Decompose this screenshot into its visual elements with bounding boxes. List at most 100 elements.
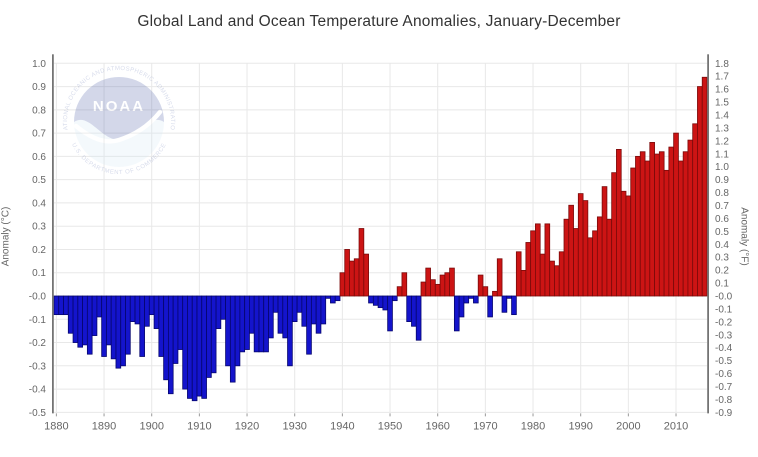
bar-1884[interactable] bbox=[72, 295, 79, 343]
bar-1912[interactable] bbox=[206, 295, 212, 378]
bar-1894[interactable] bbox=[120, 295, 126, 367]
bar-1946[interactable] bbox=[368, 295, 374, 304]
bar-1890[interactable] bbox=[101, 295, 107, 357]
bar-1914[interactable] bbox=[215, 295, 222, 329]
bar-1974[interactable] bbox=[501, 295, 508, 313]
bar-1881[interactable] bbox=[58, 295, 64, 316]
bar-1958[interactable] bbox=[425, 267, 431, 297]
bar-1896[interactable] bbox=[129, 295, 136, 323]
bar-2011[interactable] bbox=[678, 160, 684, 297]
bar-1926[interactable] bbox=[272, 295, 279, 313]
bar-1972[interactable] bbox=[492, 290, 498, 297]
bar-1971[interactable] bbox=[487, 295, 493, 318]
bar-1904[interactable] bbox=[167, 295, 174, 395]
bar-1964[interactable] bbox=[453, 295, 460, 332]
bar-1923[interactable] bbox=[258, 295, 265, 353]
bar-1960[interactable] bbox=[434, 283, 441, 297]
bar-1959[interactable] bbox=[430, 279, 436, 297]
bar-1909[interactable] bbox=[191, 295, 198, 402]
bar-1939[interactable] bbox=[334, 295, 341, 302]
bar-1966[interactable] bbox=[463, 295, 470, 304]
bar-1943[interactable] bbox=[353, 258, 360, 297]
bar-1976[interactable] bbox=[511, 295, 517, 316]
bar-1979[interactable] bbox=[525, 242, 532, 297]
bar-2005[interactable] bbox=[649, 142, 655, 297]
bar-1935[interactable] bbox=[315, 295, 322, 334]
bar-2000[interactable] bbox=[625, 195, 632, 297]
bar-1927[interactable] bbox=[277, 295, 284, 334]
bar-1891[interactable] bbox=[106, 295, 112, 346]
bar-1882[interactable] bbox=[63, 295, 69, 316]
bar-1907[interactable] bbox=[182, 295, 188, 390]
bar-1920[interactable] bbox=[244, 295, 250, 350]
bar-1928[interactable] bbox=[282, 295, 288, 339]
bar-1889[interactable] bbox=[96, 295, 103, 318]
bar-1934[interactable] bbox=[310, 295, 317, 325]
bar-1994[interactable] bbox=[596, 216, 603, 297]
bar-1978[interactable] bbox=[520, 269, 527, 297]
bar-1942[interactable] bbox=[349, 260, 355, 297]
bar-1883[interactable] bbox=[67, 295, 74, 334]
bar-1887[interactable] bbox=[86, 295, 93, 355]
bar-1937[interactable] bbox=[325, 295, 331, 299]
bar-1893[interactable] bbox=[115, 295, 122, 369]
bar-1938[interactable] bbox=[330, 295, 336, 304]
bar-1993[interactable] bbox=[592, 230, 598, 297]
bar-1948[interactable] bbox=[377, 295, 384, 309]
bar-1985[interactable] bbox=[554, 265, 560, 297]
bar-1911[interactable] bbox=[201, 295, 207, 399]
bar-1936[interactable] bbox=[320, 295, 327, 325]
bar-2015[interactable] bbox=[697, 86, 703, 297]
bar-1899[interactable] bbox=[144, 295, 150, 327]
bar-1951[interactable] bbox=[392, 295, 398, 302]
bar-1886[interactable] bbox=[82, 295, 88, 346]
bar-2012[interactable] bbox=[682, 151, 689, 297]
bar-1941[interactable] bbox=[344, 249, 350, 297]
bar-1970[interactable] bbox=[482, 286, 489, 297]
bar-1921[interactable] bbox=[249, 295, 255, 334]
bar-1977[interactable] bbox=[515, 251, 522, 297]
bar-1949[interactable] bbox=[382, 295, 389, 311]
bar-1932[interactable] bbox=[301, 295, 308, 327]
bar-1998[interactable] bbox=[616, 148, 622, 297]
bar-2009[interactable] bbox=[668, 146, 675, 297]
bar-1980[interactable] bbox=[530, 230, 536, 297]
bar-1917[interactable] bbox=[229, 295, 236, 383]
bar-1888[interactable] bbox=[91, 295, 98, 336]
bar-2004[interactable] bbox=[644, 160, 651, 297]
bar-1919[interactable] bbox=[239, 295, 246, 353]
bar-1910[interactable] bbox=[196, 295, 203, 397]
bar-1908[interactable] bbox=[187, 295, 193, 399]
bar-1918[interactable] bbox=[234, 295, 241, 367]
bar-1924[interactable] bbox=[263, 295, 269, 353]
bar-1991[interactable] bbox=[582, 200, 589, 297]
bar-1992[interactable] bbox=[587, 237, 594, 297]
bar-2007[interactable] bbox=[658, 151, 665, 297]
bar-1973[interactable] bbox=[496, 258, 503, 297]
bar-1905[interactable] bbox=[172, 295, 179, 364]
bar-1950[interactable] bbox=[387, 295, 393, 332]
bar-2016[interactable] bbox=[701, 76, 708, 297]
bar-1999[interactable] bbox=[620, 190, 627, 297]
bar-2003[interactable] bbox=[639, 151, 646, 297]
bar-1997[interactable] bbox=[611, 172, 617, 297]
bar-1922[interactable] bbox=[253, 295, 260, 353]
bar-1903[interactable] bbox=[163, 295, 169, 381]
bar-1989[interactable] bbox=[573, 228, 579, 297]
bar-1990[interactable] bbox=[577, 193, 584, 297]
bar-1968[interactable] bbox=[473, 295, 479, 304]
bar-1898[interactable] bbox=[139, 295, 145, 357]
bar-1897[interactable] bbox=[134, 295, 141, 325]
bar-1956[interactable] bbox=[415, 295, 422, 341]
bar-1955[interactable] bbox=[411, 295, 417, 327]
bar-1981[interactable] bbox=[535, 223, 541, 297]
bar-1961[interactable] bbox=[439, 274, 446, 297]
bar-1953[interactable] bbox=[401, 272, 408, 297]
bar-1900[interactable] bbox=[148, 295, 155, 316]
bar-1988[interactable] bbox=[568, 204, 574, 297]
bar-1916[interactable] bbox=[225, 295, 231, 367]
bar-1945[interactable] bbox=[363, 253, 369, 297]
bar-1987[interactable] bbox=[563, 218, 570, 297]
bar-1931[interactable] bbox=[296, 295, 303, 313]
bar-2008[interactable] bbox=[663, 169, 670, 297]
